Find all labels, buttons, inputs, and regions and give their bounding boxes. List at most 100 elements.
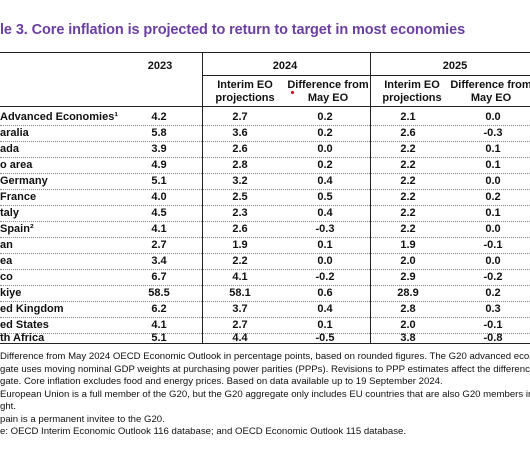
cell-interim-2024: 3.6: [232, 127, 248, 139]
cell-interim-2025: 2.2: [400, 159, 416, 171]
cell-diff-2024: 0.5: [317, 191, 333, 203]
subheader-diff-2025: Difference from May EO: [450, 79, 530, 104]
cell-diff-2025: 0.2: [485, 287, 501, 299]
cell-interim-2024: 58.1: [229, 287, 251, 299]
row-country-label: o area: [0, 159, 33, 171]
cell-diff-2025: 0.1: [485, 207, 501, 219]
row-country-label: kiye: [0, 287, 22, 299]
subheader-interim-2024: Interim EO projections: [215, 79, 275, 104]
note-line: European Union is a full member of the G…: [0, 388, 530, 400]
cell-diff-2024: 0.1: [317, 319, 333, 331]
cell-interim-2024: 2.5: [232, 191, 248, 203]
cell-diff-2025: 0.0: [485, 111, 501, 123]
cell-diff-2024: -0.2: [315, 271, 335, 283]
subheader-diff-2024: Difference from May EO: [287, 79, 369, 104]
cell-interim-2025: 2.1: [400, 111, 416, 123]
row-divider: [0, 221, 530, 222]
cell-diff-2024: 0.2: [317, 159, 333, 171]
row-country-label: ada: [0, 143, 19, 155]
note-line: pain is a permanent invitee to the G20.: [0, 413, 165, 425]
cell-diff-2025: 0.0: [485, 255, 501, 267]
cell-diff-2024: -0.3: [315, 223, 335, 235]
row-country-label: Advanced Economies¹: [0, 111, 118, 123]
row-divider: [0, 301, 530, 302]
note-marker: [291, 91, 294, 94]
cell-2023: 4.5: [151, 207, 167, 219]
header-bottom-rule: [0, 106, 530, 107]
row-country-label: France: [0, 191, 37, 203]
header-2024: 2024: [272, 60, 298, 72]
row-divider: [0, 157, 530, 158]
header-2025: 2025: [442, 60, 468, 72]
row-country-label: th Africa: [0, 332, 45, 344]
row-divider: [0, 333, 530, 334]
table-title: le 3. Core inflation is projected to ret…: [0, 22, 466, 38]
row-divider: [0, 317, 530, 318]
table-bottom-rule: [0, 343, 530, 344]
cell-interim-2025: 2.2: [400, 191, 416, 203]
cell-diff-2024: 0.4: [317, 303, 333, 315]
row-country-label: Germany: [0, 175, 48, 187]
cell-diff-2024: 0.1: [317, 239, 333, 251]
cell-2023: 5.1: [151, 175, 167, 187]
cell-diff-2024: 0.4: [317, 207, 333, 219]
note-line: e: OECD Interim Economic Outlook 116 dat…: [0, 426, 406, 437]
cell-diff-2025: -0.3: [483, 127, 503, 139]
top-rule: [0, 52, 530, 53]
cell-2023: 58.5: [148, 287, 170, 299]
row-divider: [0, 205, 530, 206]
table-notes: Difference from May 2024 OECD Economic O…: [0, 351, 530, 439]
cell-interim-2025: 28.9: [397, 287, 419, 299]
cell-interim-2025: 3.8: [400, 332, 416, 344]
cell-diff-2024: 0.0: [317, 255, 333, 267]
row-country-label: ed Kingdom: [0, 303, 64, 315]
cell-interim-2024: 2.7: [232, 111, 248, 123]
cell-interim-2025: 1.9: [400, 239, 416, 251]
row-divider: [0, 189, 530, 190]
subheader-rule-2024: [203, 75, 370, 76]
row-divider: [0, 285, 530, 286]
subheader-rule-2025: [371, 75, 530, 76]
row-country-label: ed States: [0, 319, 49, 331]
cell-interim-2024: 2.3: [232, 207, 248, 219]
cell-interim-2024: 2.8: [232, 159, 248, 171]
cell-diff-2025: 0.1: [485, 143, 501, 155]
cell-2023: 4.0: [151, 191, 167, 203]
cell-interim-2024: 4.4: [232, 332, 248, 344]
cell-2023: 3.4: [151, 255, 167, 267]
note-line: gate. Core inflation excludes food and e…: [0, 376, 443, 387]
cell-diff-2024: 0.0: [317, 143, 333, 155]
header-2023: 2023: [147, 60, 173, 72]
cell-diff-2024: 0.6: [317, 287, 333, 299]
cell-diff-2025: 0.1: [485, 159, 501, 171]
cell-interim-2025: 2.6: [400, 127, 416, 139]
cell-interim-2025: 2.2: [400, 143, 416, 155]
year-divider-2024: [202, 53, 203, 343]
row-country-label: an: [0, 239, 13, 251]
cell-interim-2025: 2.2: [400, 175, 416, 187]
cell-2023: 5.1: [151, 332, 167, 344]
row-country-label: ea: [0, 255, 13, 267]
cell-interim-2024: 3.2: [232, 175, 248, 187]
cell-diff-2025: -0.1: [483, 319, 503, 331]
cell-2023: 2.7: [151, 239, 167, 251]
subheader-interim-2025: Interim EO projections: [382, 79, 442, 104]
cell-2023: 4.1: [151, 319, 167, 331]
cell-2023: 4.1: [151, 223, 167, 235]
cell-diff-2024: 0.2: [317, 127, 333, 139]
row-divider: [0, 173, 530, 174]
cell-2023: 3.9: [151, 143, 167, 155]
cell-interim-2025: 2.0: [400, 255, 416, 267]
row-country-label: aralia: [0, 127, 29, 139]
cell-diff-2024: 0.4: [317, 175, 333, 187]
cell-diff-2025: 0.0: [485, 175, 501, 187]
cell-diff-2024: -0.5: [315, 332, 335, 344]
note-line: Difference from May 2024 OECD Economic O…: [0, 351, 530, 362]
row-divider: [0, 141, 530, 142]
cell-interim-2024: 3.7: [232, 303, 248, 315]
cell-2023: 6.7: [151, 271, 167, 283]
cell-diff-2025: 0.3: [485, 303, 501, 315]
cell-interim-2025: 2.2: [400, 223, 416, 235]
cell-diff-2025: 0.2: [485, 191, 501, 203]
row-divider: [0, 125, 530, 126]
